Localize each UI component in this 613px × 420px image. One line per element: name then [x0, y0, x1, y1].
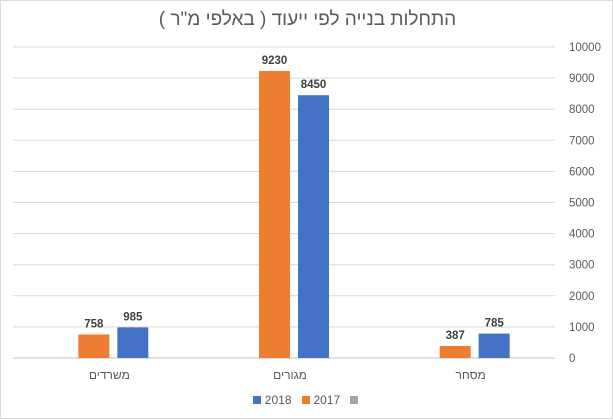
- x-category-label: מסחר: [456, 368, 486, 382]
- y-tick-label: 4000: [569, 229, 595, 241]
- y-tick-label: 2000: [569, 291, 595, 303]
- data-label-2018-2: 785: [485, 318, 505, 330]
- legend-label-2017: 2017: [313, 393, 341, 407]
- chart-legend: 2018 2017: [1, 393, 613, 407]
- bar-2018-0: [117, 327, 149, 358]
- legend-item-2017: 2017: [301, 393, 341, 407]
- y-tick-label: 8000: [569, 104, 595, 116]
- bar-2018-1: [298, 95, 329, 358]
- data-label-2017-2: 387: [446, 330, 465, 342]
- legend-swatch-third: [350, 396, 359, 404]
- data-label-2018-0: 985: [123, 311, 143, 323]
- y-tick-label: 5000: [569, 198, 595, 210]
- x-category-label: מגורים: [273, 368, 307, 382]
- bar-2017-1: [259, 70, 290, 359]
- legend-swatch-2017: [301, 396, 310, 404]
- y-tick-label: 1000: [569, 322, 595, 334]
- y-tick-label: 6000: [569, 166, 595, 178]
- y-tick-label: 10000: [569, 42, 601, 54]
- y-tick-label: 7000: [569, 135, 595, 147]
- data-label-2017-0: 758: [84, 318, 104, 330]
- legend-item-third: [350, 396, 362, 404]
- legend-label-2018: 2018: [264, 393, 292, 407]
- bar-2018-2: [478, 333, 510, 358]
- bar-2017-2: [439, 345, 471, 358]
- legend-swatch-2018: [252, 396, 261, 404]
- y-tick-label: 9000: [569, 73, 595, 85]
- data-label-2017-1: 9230: [262, 55, 288, 67]
- data-label-2018-1: 8450: [301, 79, 327, 91]
- legend-item-2018: 2018: [252, 393, 292, 407]
- y-tick-label: 0: [569, 353, 575, 365]
- y-tick-label: 3000: [569, 260, 595, 272]
- x-category-label: משרדים: [89, 368, 130, 382]
- chart-title: התחלות בנייה לפי ייעוד ( באלפי מ"ר ): [158, 9, 457, 30]
- bar-2017-0: [78, 334, 110, 358]
